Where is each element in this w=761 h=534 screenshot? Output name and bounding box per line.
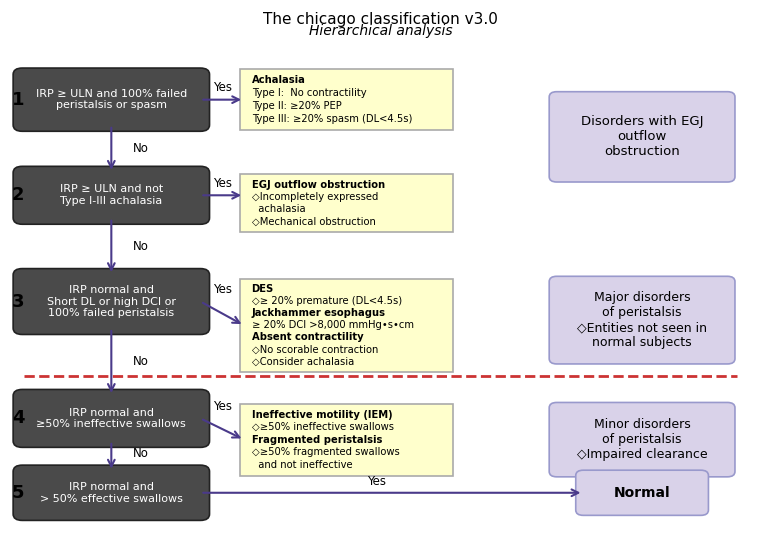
FancyBboxPatch shape — [240, 404, 453, 475]
Text: Yes: Yes — [213, 284, 231, 296]
Text: IRP ≥ ULN and not
Type I-III achalasia: IRP ≥ ULN and not Type I-III achalasia — [59, 184, 163, 206]
Text: Achalasia: Achalasia — [252, 75, 305, 85]
FancyBboxPatch shape — [240, 279, 453, 372]
Text: Minor disorders
of peristalsis
◇Impaired clearance: Minor disorders of peristalsis ◇Impaired… — [577, 418, 708, 461]
Text: No: No — [132, 240, 148, 253]
Text: Yes: Yes — [213, 82, 231, 95]
Text: ◇Consider achalasia: ◇Consider achalasia — [252, 357, 354, 366]
Text: Yes: Yes — [213, 177, 231, 190]
Text: IRP normal and
> 50% effective swallows: IRP normal and > 50% effective swallows — [40, 482, 183, 504]
Text: 1: 1 — [12, 91, 24, 108]
Text: achalasia: achalasia — [252, 205, 305, 215]
FancyBboxPatch shape — [549, 403, 735, 477]
Text: Major disorders
of peristalsis
◇Entities not seen in
normal subjects: Major disorders of peristalsis ◇Entities… — [577, 291, 707, 349]
FancyBboxPatch shape — [576, 470, 708, 515]
Text: 5: 5 — [12, 484, 24, 502]
FancyBboxPatch shape — [240, 174, 453, 232]
FancyBboxPatch shape — [13, 269, 209, 334]
Text: Absent contractility: Absent contractility — [252, 333, 363, 342]
Text: ≥ 20% DCI >8,000 mmHg•s•cm: ≥ 20% DCI >8,000 mmHg•s•cm — [252, 320, 413, 331]
Text: The chicago classification v3.0: The chicago classification v3.0 — [263, 12, 498, 27]
Text: ◇≥ 20% premature (DL<4.5s): ◇≥ 20% premature (DL<4.5s) — [252, 296, 402, 307]
Text: and not ineffective: and not ineffective — [252, 460, 352, 470]
Text: EGJ outflow obstruction: EGJ outflow obstruction — [252, 180, 385, 190]
FancyBboxPatch shape — [13, 68, 209, 131]
FancyBboxPatch shape — [13, 465, 209, 521]
Text: Type III: ≥20% spasm (DL<4.5s): Type III: ≥20% spasm (DL<4.5s) — [252, 114, 412, 124]
Text: Ineffective motility (IEM): Ineffective motility (IEM) — [252, 410, 392, 420]
Text: Hierarchical analysis: Hierarchical analysis — [309, 23, 452, 38]
FancyBboxPatch shape — [549, 276, 735, 364]
Text: Fragmented peristalsis: Fragmented peristalsis — [252, 435, 382, 445]
Text: No: No — [132, 356, 148, 368]
Text: Disorders with EGJ
outflow
obstruction: Disorders with EGJ outflow obstruction — [581, 115, 703, 159]
Text: Type I:  No contractility: Type I: No contractility — [252, 88, 366, 98]
Text: ◇Incompletely expressed: ◇Incompletely expressed — [252, 192, 378, 202]
Text: Type II: ≥20% PEP: Type II: ≥20% PEP — [252, 101, 342, 111]
Text: No: No — [132, 447, 148, 460]
FancyBboxPatch shape — [549, 92, 735, 182]
FancyBboxPatch shape — [240, 69, 453, 130]
Text: 4: 4 — [12, 410, 24, 427]
FancyBboxPatch shape — [13, 166, 209, 224]
Text: Jackhammer esophagus: Jackhammer esophagus — [252, 309, 386, 318]
Text: 3: 3 — [12, 293, 24, 311]
FancyBboxPatch shape — [13, 389, 209, 447]
Text: DES: DES — [252, 285, 274, 294]
Text: ◇≥50% ineffective swallows: ◇≥50% ineffective swallows — [252, 422, 393, 432]
Text: ◇Mechanical obstruction: ◇Mechanical obstruction — [252, 217, 375, 227]
Text: Yes: Yes — [213, 400, 231, 413]
Text: No: No — [132, 142, 148, 155]
Text: Normal: Normal — [614, 486, 670, 500]
Text: IRP normal and
≥50% ineffective swallows: IRP normal and ≥50% ineffective swallows — [37, 407, 186, 429]
Text: IRP ≥ ULN and 100% failed
peristalsis or spasm: IRP ≥ ULN and 100% failed peristalsis or… — [36, 89, 187, 111]
Text: IRP normal and
Short DL or high DCI or
100% failed peristalsis: IRP normal and Short DL or high DCI or 1… — [47, 285, 176, 318]
Text: ◇No scorable contraction: ◇No scorable contraction — [252, 344, 378, 355]
Text: Yes: Yes — [368, 475, 387, 488]
Text: 2: 2 — [12, 186, 24, 205]
Text: ◇≥50% fragmented swallows: ◇≥50% fragmented swallows — [252, 447, 400, 457]
